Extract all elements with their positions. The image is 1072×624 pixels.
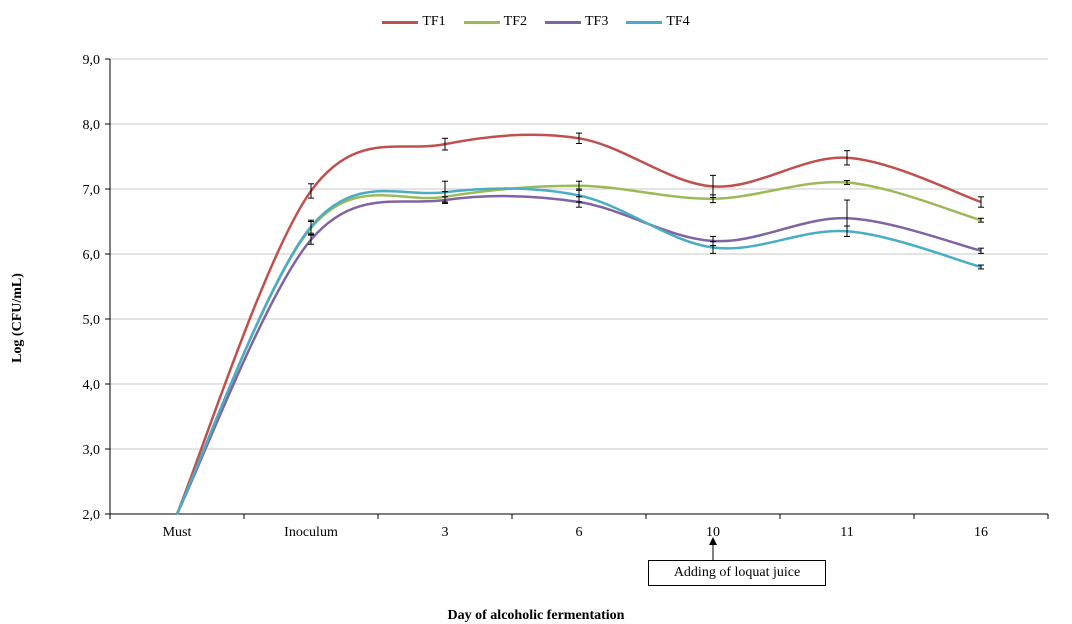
- legend-label: TF4: [666, 14, 690, 29]
- legend-item-tf2: TF2: [463, 14, 527, 30]
- y-tick-label: 9,0: [83, 53, 101, 68]
- y-tick-label: 5,0: [83, 313, 101, 328]
- y-tick-label: 3,0: [83, 443, 101, 458]
- legend-swatch: [545, 20, 581, 24]
- x-tick-label: 6: [576, 525, 583, 540]
- legend-swatch: [463, 20, 500, 24]
- legend-swatch: [382, 20, 419, 24]
- y-tick-label: 7,0: [83, 183, 101, 198]
- legend-swatch: [626, 20, 663, 24]
- series-line-tf4: [175, 187, 982, 515]
- legend-item-tf1: TF1: [382, 14, 446, 30]
- series-line-tf1: [175, 133, 982, 515]
- x-tick-label: 10: [706, 525, 720, 540]
- legend-item-tf4: TF4: [626, 14, 690, 30]
- x-axis-label: Day of alcoholic fermentation: [447, 608, 625, 623]
- y-tick-label: 8,0: [83, 118, 101, 133]
- annotation-box: Adding of loquat juice: [648, 560, 826, 586]
- x-tick-label: 16: [974, 525, 988, 540]
- x-tick-label: Inoculum: [284, 525, 338, 540]
- annotation-arrow-head: [709, 537, 717, 545]
- x-tick-label: 11: [840, 525, 853, 540]
- series-line-tf3: [175, 194, 982, 515]
- y-tick-label: 6,0: [83, 248, 101, 263]
- legend-label: TF1: [422, 14, 446, 29]
- x-tick-label: 3: [442, 525, 449, 540]
- x-tick-label: Must: [163, 525, 192, 540]
- y-tick-label: 4,0: [83, 378, 101, 393]
- legend-item-tf3: TF3: [545, 14, 608, 30]
- y-tick-label: 2,0: [83, 508, 101, 523]
- legend-label: TF2: [503, 14, 527, 29]
- legend: TF1 TF2 TF3 TF4: [0, 14, 1072, 30]
- legend-label: TF3: [585, 14, 609, 29]
- y-axis-label: Log (CFU/mL): [10, 273, 25, 363]
